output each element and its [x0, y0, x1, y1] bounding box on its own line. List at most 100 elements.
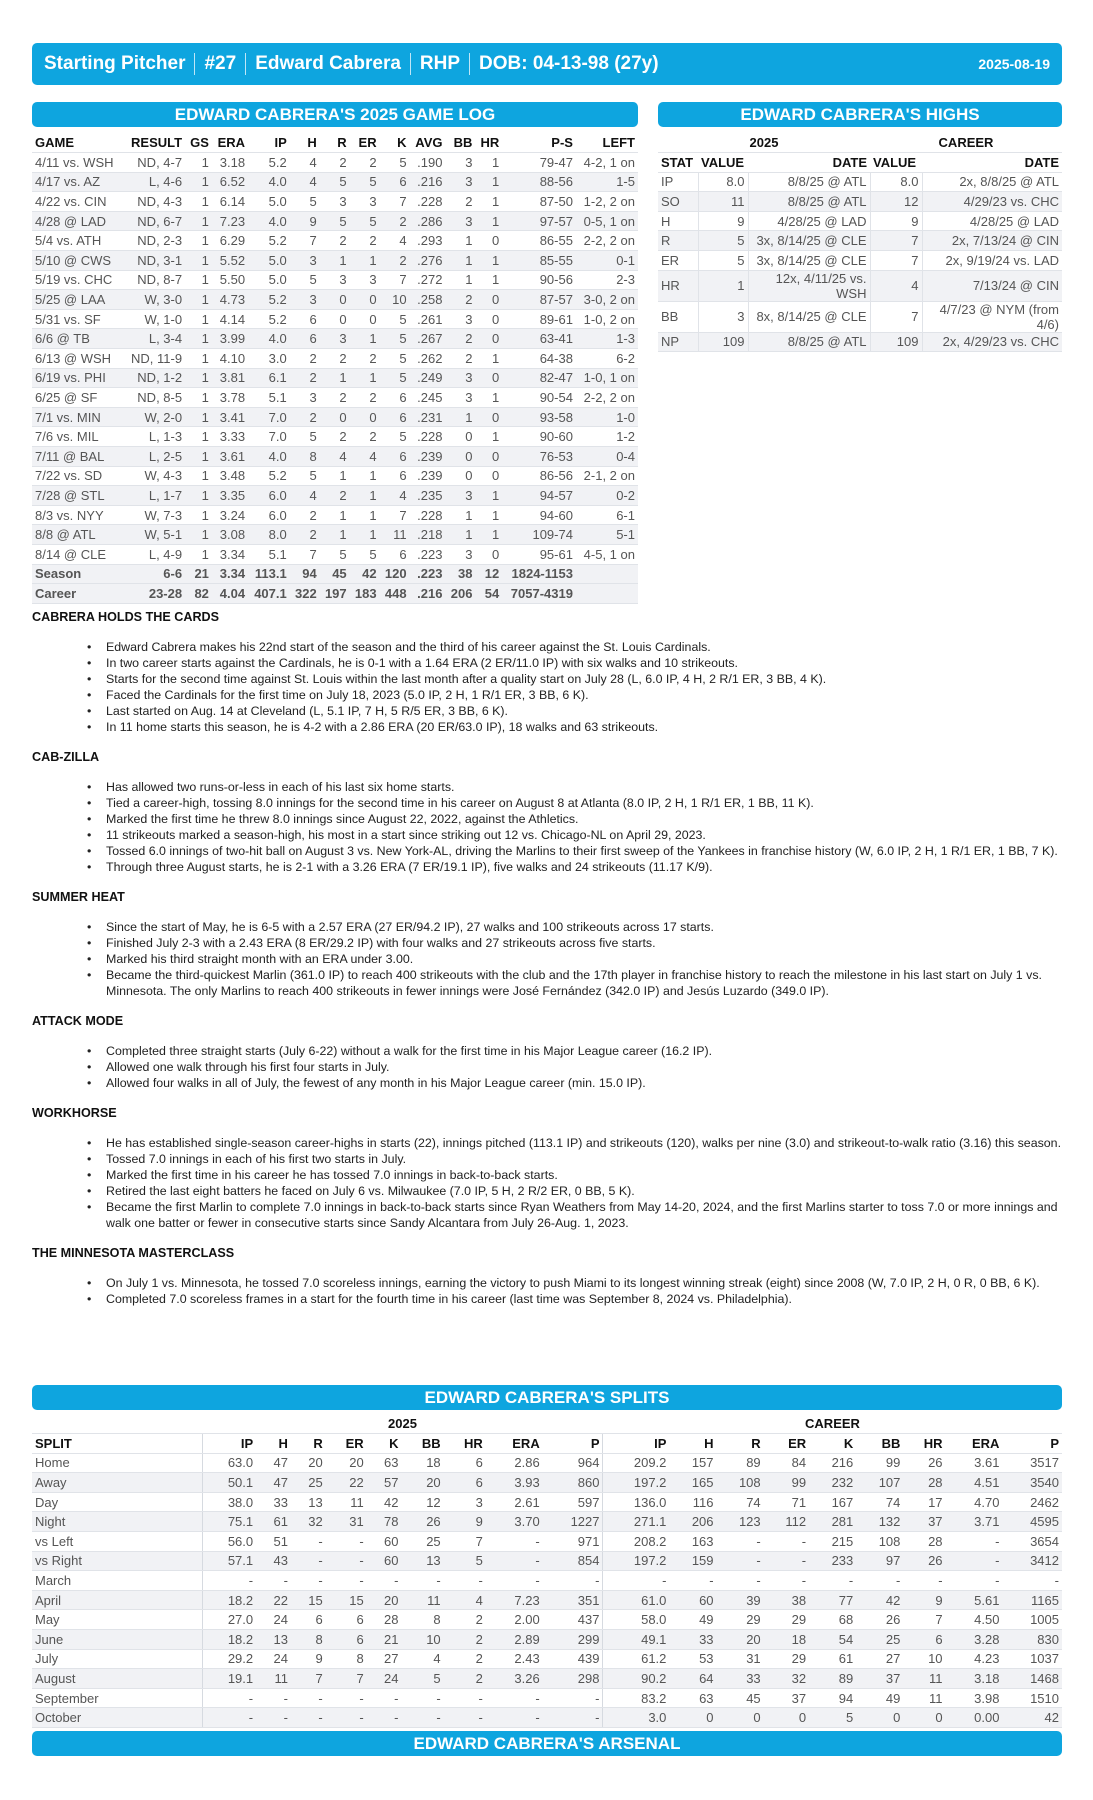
gamelog-cell: .231	[409, 407, 446, 428]
note-bullet: Completed 7.0 scoreless frames in a star…	[87, 1291, 1062, 1307]
splits-cell: 22	[325, 1472, 367, 1493]
highs-cell: 7/13/24 @ CIN	[922, 270, 1062, 302]
gamelog-cell: 3.34	[211, 544, 249, 565]
highs-row: R 5 3x, 8/14/25 @ CLE 7 2x, 7/13/24 @ CIN	[658, 230, 1062, 252]
gamelog-cell: 4.10	[211, 348, 249, 369]
note-bullet: Allowed four walks in all of July, the f…	[87, 1075, 1062, 1091]
column-header: HR	[443, 1433, 486, 1454]
splits-table: 2025 CAREER SPLIT IP H R ER K BB HR ERA P IP H R ER K BB H…	[32, 1414, 1062, 1728]
splits-cell: 3.28	[945, 1629, 1003, 1650]
column-header: IP	[248, 133, 290, 154]
splits-group-row: 2025 CAREER	[32, 1414, 1062, 1435]
splits-cell: 77	[809, 1590, 857, 1611]
splits-cell: 1510	[1002, 1688, 1062, 1709]
gamelog-cell: .228	[409, 426, 446, 447]
gamelog-cell: 6/13 @ WSH	[32, 348, 124, 369]
gamelog-cell: 6	[289, 309, 320, 330]
gamelog-cell: 64-38	[502, 348, 576, 369]
gamelog-total-cell: 23-28	[123, 583, 186, 604]
gamelog-cell: 0	[475, 289, 503, 310]
gamelog-cell: 3.35	[211, 485, 249, 506]
gamelog-cell: 5/31 vs. SF	[32, 309, 124, 330]
highs-group-career: CAREER	[870, 133, 1062, 154]
gamelog-cell: 109-74	[502, 524, 576, 545]
column-header: IP	[602, 1433, 670, 1454]
gamelog-cell: 4	[289, 152, 320, 173]
gamelog-total-row: Season 6-6 21 3.34 113.1 94 45 42 120.223 38 12 182…	[32, 564, 638, 585]
note-bullet: Allowed one walk through his first four …	[87, 1059, 1062, 1075]
gamelog-cell: 6	[379, 407, 410, 428]
splits-cell: 5	[401, 1668, 444, 1689]
gamelog-total-cell: 54	[475, 583, 503, 604]
splits-cell: 2	[443, 1629, 486, 1650]
note-heading: SUMMER HEAT	[32, 890, 125, 904]
splits-cell: 17	[903, 1492, 946, 1513]
splits-cell: 11	[325, 1492, 367, 1513]
splits-cell: 37	[903, 1511, 946, 1533]
splits-cell: 28	[903, 1472, 946, 1493]
note-bullet: Last started on Aug. 14 at Cleveland (L,…	[87, 703, 1062, 719]
gamelog-cell: 5/10 @ CWS	[32, 250, 124, 271]
gamelog-cell: 5	[319, 544, 350, 565]
gamelog-row: 4/11 vs. WSH ND, 4-7 1 3.18 5.2 4 2 2 5.190 3 1 79-…	[32, 152, 638, 173]
splits-cell: 32	[763, 1668, 810, 1689]
gamelog-cell: 5	[349, 544, 380, 565]
gamelog-cell: 82-47	[502, 368, 576, 389]
gamelog-row: 6/13 @ WSH ND, 11-9 1 4.10 3.0 2 2 2 5.262 2 1 64-3…	[32, 348, 638, 369]
splits-cell: 208.2	[602, 1531, 670, 1552]
gamelog-cell: 8/14 @ CLE	[32, 544, 124, 565]
splits-cell: 165	[669, 1472, 717, 1493]
splits-cell: 437	[542, 1609, 603, 1631]
splits-row: vs Right 57.1 43- -60 13 5-854 197.2 159- -233 97…	[32, 1551, 1062, 1572]
column-header: R	[290, 1433, 326, 1454]
gamelog-cell: ND, 2-3	[123, 230, 186, 252]
splits-cell: -	[290, 1531, 326, 1552]
gamelog-cell: 5.50	[211, 270, 249, 291]
note-bullet: Through three August starts, he is 2-1 w…	[87, 859, 1062, 875]
splits-cell: -	[903, 1570, 946, 1591]
gamelog-cell: 3.48	[211, 466, 249, 487]
gamelog-row: 8/8 @ ATL W, 5-1 1 3.08 8.0 2 1 1 11.218 1 1 109-74…	[32, 524, 638, 545]
column-header: GS	[185, 133, 212, 154]
splits-cell: 107	[856, 1472, 904, 1493]
highs-cell: 3x, 8/14/25 @ CLE	[748, 230, 871, 252]
gamelog-cell: 1-5	[575, 172, 638, 193]
gamelog-total-row: Career 23-28 82 4.04 407.1 322 197 183 448.216 20…	[32, 583, 638, 604]
note-bullet: On July 1 vs. Minnesota, he tossed 7.0 s…	[87, 1275, 1062, 1291]
column-header: R	[319, 133, 350, 154]
gamelog-cell: 0	[349, 309, 380, 330]
highs-cell: NP	[658, 332, 699, 353]
splits-cell: 3.98	[945, 1688, 1003, 1709]
gamelog-cell: 0	[475, 368, 503, 389]
splits-cell: -	[366, 1707, 402, 1728]
splits-cell: 112	[763, 1511, 810, 1533]
splits-cell: 11	[256, 1668, 291, 1689]
splits-cell: 18	[401, 1453, 444, 1474]
column-header: LEFT	[575, 133, 638, 154]
highs-row: HR 1 12x, 4/11/25 vs. WSH 4 7/13/24 @ CIN	[658, 270, 1062, 302]
splits-cell: 43	[256, 1551, 291, 1572]
gamelog-cell: 0-1	[575, 250, 638, 271]
gamelog-cell: 6.0	[248, 505, 290, 526]
gamelog-total-cell: 120	[379, 564, 410, 585]
gamelog-cell: 6	[379, 172, 410, 193]
splits-cell: 94	[809, 1688, 857, 1709]
splits-cell: 3412	[1002, 1551, 1062, 1572]
gamelog-cell: 86-55	[502, 230, 576, 252]
splits-cell: 24	[366, 1668, 402, 1689]
gamelog-cell: 3.81	[211, 368, 249, 389]
splits-cell: 4595	[1002, 1511, 1062, 1533]
gamelog-cell: 5.2	[248, 230, 290, 252]
splits-cell: 26	[401, 1511, 444, 1533]
splits-cell: 8	[290, 1629, 326, 1650]
splits-cell: 123	[716, 1511, 764, 1533]
splits-cell: 37	[763, 1688, 810, 1709]
splits-cell: 3.93	[485, 1472, 543, 1493]
gamelog-cell: 1	[475, 211, 503, 232]
gamelog-row: 7/11 @ BAL L, 2-5 1 3.61 4.0 8 4 4 6.239 0 0 76-53 0…	[32, 446, 638, 467]
gamelog-cell: 93-58	[502, 407, 576, 428]
splits-cell: 54	[809, 1629, 857, 1650]
gamelog-total-cell: 197	[319, 583, 350, 604]
gamelog-cell: 4	[319, 446, 350, 467]
splits-cell: 964	[542, 1453, 603, 1474]
